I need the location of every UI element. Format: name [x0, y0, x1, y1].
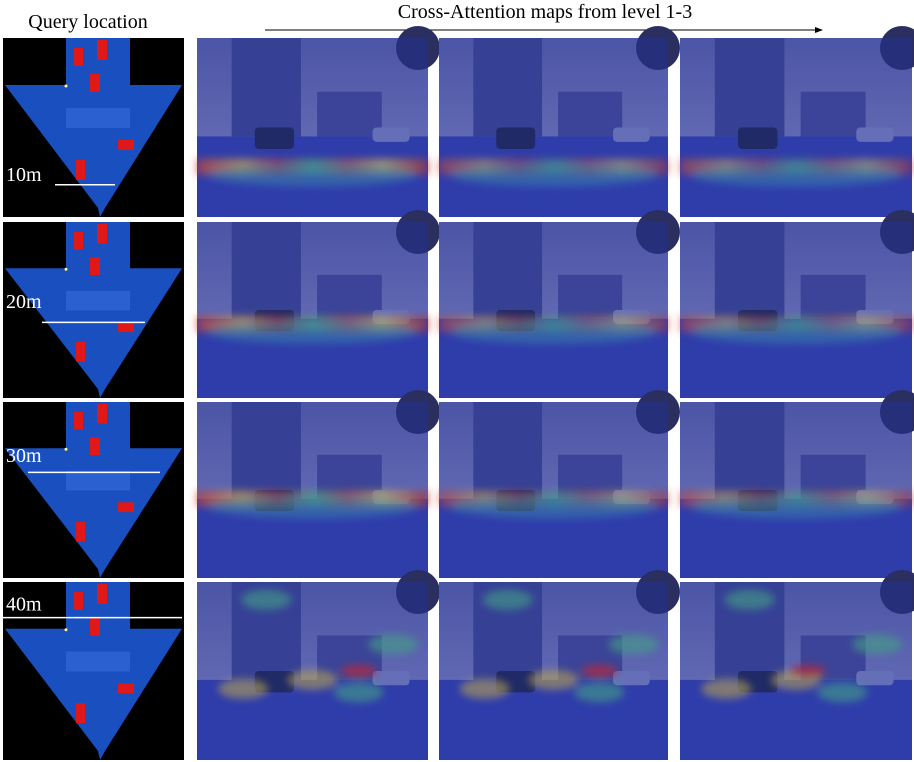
- attention-map: [439, 390, 680, 578]
- grid: 10m 20m 30m 40m: [0, 26, 914, 760]
- bev-road: [66, 291, 130, 311]
- tint: [197, 38, 428, 217]
- attention-map: [197, 26, 440, 217]
- attention-map: [197, 570, 440, 760]
- bev-panel: 10m: [3, 38, 184, 217]
- query-point: [65, 448, 68, 451]
- bev-object: [118, 502, 134, 512]
- bev-object: [74, 48, 83, 66]
- attention-map: [680, 570, 914, 760]
- attention-map: [439, 570, 680, 760]
- tint: [680, 38, 912, 217]
- bev-object: [97, 40, 107, 60]
- bev-object: [74, 232, 83, 250]
- bev-object: [90, 257, 100, 275]
- bev-object: [97, 224, 107, 244]
- bev-object: [97, 584, 107, 604]
- bev-road: [66, 108, 130, 128]
- attention-map: [197, 210, 440, 398]
- figure: Query location Cross-Attention maps from…: [0, 0, 914, 762]
- query-point: [65, 628, 68, 631]
- bev-panel: 40m: [0, 582, 184, 760]
- query-title: Query location: [28, 11, 147, 33]
- bev-object: [118, 683, 134, 693]
- row-label: 20m: [6, 291, 42, 313]
- bev-object: [90, 74, 100, 92]
- bev-object: [76, 160, 85, 180]
- attention-map: [680, 390, 914, 578]
- bev-object: [118, 140, 134, 150]
- attention-map: [439, 26, 680, 217]
- row-label: 40m: [6, 593, 42, 615]
- tint: [197, 582, 428, 760]
- tint: [680, 222, 912, 398]
- attention-map: [197, 390, 440, 578]
- bev-object: [74, 412, 83, 430]
- attention-map: [439, 210, 680, 398]
- bev-object: [74, 592, 83, 610]
- tint: [197, 402, 428, 578]
- query-point: [65, 268, 68, 271]
- bev-road: [66, 471, 130, 491]
- bev-panel: 20m: [3, 222, 184, 398]
- tint: [680, 402, 912, 578]
- bev-object: [76, 703, 85, 723]
- bev-object: [76, 342, 85, 362]
- bev-object: [97, 404, 107, 424]
- row-label: 10m: [6, 164, 42, 186]
- bev-panel: 30m: [3, 402, 184, 578]
- tint: [439, 38, 668, 217]
- tint: [197, 222, 428, 398]
- bev-object: [90, 618, 100, 636]
- bev-road: [66, 652, 130, 672]
- row-label: 30m: [6, 445, 42, 467]
- query-point: [65, 85, 68, 88]
- attention-map: [680, 26, 914, 217]
- bev-object: [90, 437, 100, 455]
- bev-object: [118, 322, 134, 332]
- tint: [439, 222, 668, 398]
- attention-map: [680, 210, 914, 398]
- tint: [439, 582, 668, 760]
- tint: [680, 582, 912, 760]
- maps-title: Cross-Attention maps from level 1-3: [398, 1, 692, 23]
- bev-object: [76, 522, 85, 542]
- tint: [439, 402, 668, 578]
